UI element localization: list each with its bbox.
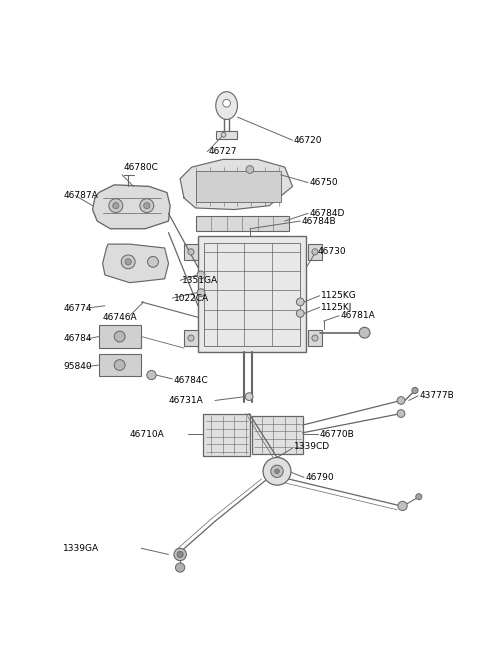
Bar: [198, 236, 306, 352]
Text: 46774: 46774: [63, 303, 92, 312]
Text: 46746A: 46746A: [103, 313, 137, 322]
Circle shape: [275, 469, 279, 474]
Circle shape: [223, 100, 230, 107]
Circle shape: [114, 360, 125, 371]
Circle shape: [114, 331, 125, 342]
Text: 46727: 46727: [209, 147, 237, 157]
Bar: [308, 330, 322, 346]
Text: 95840: 95840: [63, 362, 92, 371]
Circle shape: [312, 335, 318, 341]
Circle shape: [174, 548, 186, 561]
Circle shape: [125, 259, 132, 265]
Bar: [99, 354, 142, 376]
Circle shape: [113, 202, 119, 209]
Circle shape: [245, 393, 253, 400]
Circle shape: [296, 298, 304, 306]
Text: 1125KJ: 1125KJ: [321, 303, 352, 312]
Text: 46781A: 46781A: [340, 311, 375, 320]
Circle shape: [197, 289, 205, 297]
Circle shape: [147, 371, 156, 380]
Text: 1351GA: 1351GA: [181, 276, 218, 285]
Text: 46787A: 46787A: [63, 191, 98, 200]
Ellipse shape: [216, 92, 238, 119]
Text: 46731A: 46731A: [168, 396, 203, 405]
Text: 46784D: 46784D: [310, 209, 345, 218]
Circle shape: [177, 552, 183, 557]
Text: 1125KG: 1125KG: [321, 291, 357, 300]
Text: 46750: 46750: [310, 178, 338, 187]
Bar: [216, 131, 238, 139]
Text: 46770B: 46770B: [320, 430, 354, 439]
Circle shape: [296, 310, 304, 317]
Bar: [204, 242, 300, 346]
Circle shape: [121, 255, 135, 269]
Circle shape: [412, 387, 418, 394]
Bar: [196, 215, 288, 231]
Circle shape: [416, 494, 422, 500]
Circle shape: [140, 198, 154, 213]
Text: 1022CA: 1022CA: [174, 293, 209, 303]
Text: 1339CD: 1339CD: [294, 442, 330, 451]
Circle shape: [271, 465, 283, 477]
Text: 46784B: 46784B: [302, 217, 336, 225]
Circle shape: [397, 397, 405, 404]
Bar: [204, 413, 250, 456]
Bar: [99, 325, 142, 348]
Text: 46790: 46790: [306, 473, 334, 482]
Circle shape: [359, 328, 370, 338]
Polygon shape: [93, 185, 170, 229]
Bar: [184, 244, 198, 259]
Circle shape: [221, 132, 226, 137]
Text: 43777B: 43777B: [420, 391, 455, 400]
Circle shape: [246, 166, 254, 174]
Text: 46784: 46784: [63, 334, 92, 343]
Circle shape: [144, 202, 150, 209]
Text: 46730: 46730: [317, 248, 346, 256]
Text: 46780C: 46780C: [123, 162, 158, 172]
Text: 1339GA: 1339GA: [63, 544, 99, 553]
Bar: [308, 244, 322, 259]
Circle shape: [197, 271, 205, 279]
Circle shape: [188, 249, 194, 255]
Bar: [252, 416, 302, 455]
Circle shape: [109, 198, 123, 213]
Circle shape: [188, 335, 194, 341]
Circle shape: [263, 457, 291, 485]
Circle shape: [312, 249, 318, 255]
Circle shape: [397, 409, 405, 417]
Text: 46710A: 46710A: [130, 430, 165, 439]
Circle shape: [398, 501, 407, 510]
Polygon shape: [103, 244, 168, 283]
Polygon shape: [180, 159, 292, 210]
Text: 46720: 46720: [294, 136, 323, 145]
Circle shape: [147, 257, 158, 267]
Bar: [184, 330, 198, 346]
Bar: [196, 171, 281, 202]
Text: 46784C: 46784C: [174, 376, 209, 385]
Circle shape: [176, 563, 185, 572]
